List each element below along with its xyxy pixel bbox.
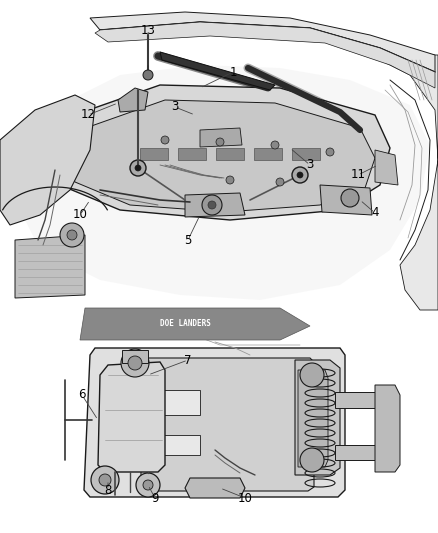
Polygon shape [62, 100, 375, 212]
Text: 8: 8 [104, 483, 112, 497]
Text: 11: 11 [350, 168, 365, 182]
Polygon shape [45, 85, 390, 220]
Circle shape [136, 473, 160, 497]
Polygon shape [375, 385, 400, 472]
Polygon shape [90, 12, 435, 72]
Circle shape [143, 70, 153, 80]
Text: 13: 13 [141, 23, 155, 36]
Text: 3: 3 [171, 101, 179, 114]
Polygon shape [216, 148, 244, 160]
Polygon shape [160, 52, 275, 90]
Polygon shape [200, 128, 242, 147]
Circle shape [202, 195, 222, 215]
Text: 10: 10 [237, 491, 252, 505]
Polygon shape [98, 362, 165, 472]
Circle shape [121, 349, 149, 377]
Text: 3: 3 [306, 158, 314, 172]
Circle shape [297, 172, 303, 178]
Circle shape [300, 448, 324, 472]
Circle shape [271, 141, 279, 149]
Polygon shape [140, 148, 168, 160]
Circle shape [67, 230, 77, 240]
Polygon shape [15, 235, 85, 298]
Circle shape [91, 466, 119, 494]
Polygon shape [375, 150, 398, 185]
Polygon shape [141, 358, 314, 491]
Text: 6: 6 [78, 389, 86, 401]
Text: 5: 5 [184, 233, 192, 246]
Polygon shape [298, 370, 328, 467]
Text: 9: 9 [151, 491, 159, 505]
Polygon shape [185, 193, 245, 217]
Polygon shape [335, 392, 380, 408]
Text: 12: 12 [81, 109, 95, 122]
Polygon shape [370, 55, 438, 310]
Circle shape [276, 178, 284, 186]
Polygon shape [122, 350, 148, 363]
Text: 7: 7 [184, 353, 192, 367]
Circle shape [226, 176, 234, 184]
Circle shape [130, 160, 146, 176]
Polygon shape [178, 148, 206, 160]
Circle shape [143, 480, 153, 490]
Polygon shape [118, 88, 148, 112]
Text: 10: 10 [73, 208, 88, 222]
Circle shape [161, 136, 169, 144]
Polygon shape [295, 360, 340, 475]
Circle shape [60, 223, 84, 247]
Polygon shape [320, 185, 372, 215]
Polygon shape [292, 148, 320, 160]
Circle shape [326, 148, 334, 156]
Polygon shape [20, 65, 430, 300]
Text: DOE LANDERS: DOE LANDERS [159, 319, 210, 328]
Circle shape [216, 138, 224, 146]
Text: 4: 4 [371, 206, 379, 220]
Polygon shape [160, 435, 200, 455]
Polygon shape [254, 148, 282, 160]
Polygon shape [185, 478, 245, 498]
Circle shape [300, 363, 324, 387]
Polygon shape [80, 308, 310, 340]
Polygon shape [160, 390, 200, 415]
Circle shape [99, 474, 111, 486]
Circle shape [135, 165, 141, 171]
Polygon shape [95, 22, 435, 88]
Circle shape [208, 201, 216, 209]
Polygon shape [335, 445, 375, 460]
Text: 1: 1 [229, 66, 237, 78]
Circle shape [292, 167, 308, 183]
Circle shape [128, 356, 142, 370]
Circle shape [341, 189, 359, 207]
Polygon shape [0, 95, 95, 225]
Polygon shape [84, 348, 345, 497]
